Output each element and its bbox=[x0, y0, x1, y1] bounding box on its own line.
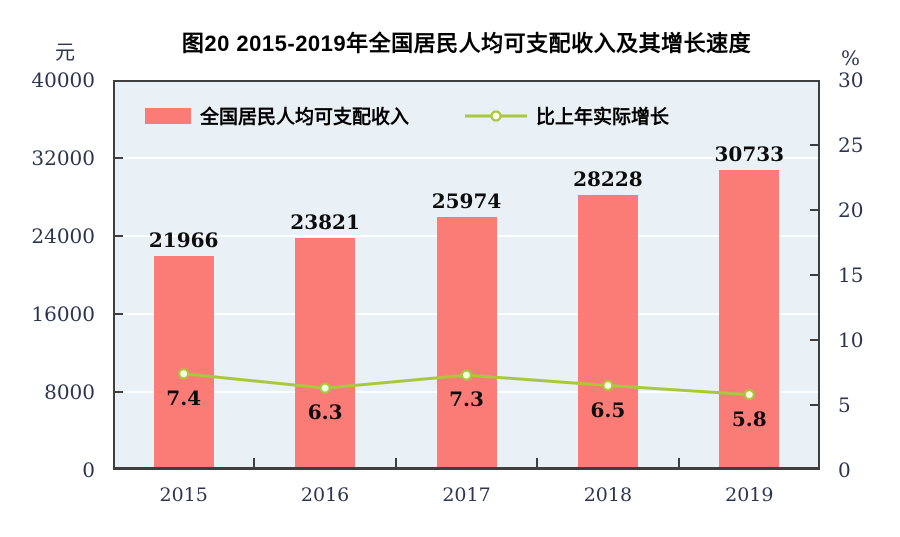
x-axis-tick-2 bbox=[394, 458, 397, 467]
bar-value-label-2017: 25974 bbox=[431, 188, 502, 213]
bar-swatch-icon bbox=[145, 107, 191, 124]
left-axis-tick-label-32000: 32000 bbox=[31, 146, 95, 170]
right-axis-tick-label-0: 0 bbox=[838, 458, 851, 482]
right-axis-tick-15 bbox=[810, 274, 818, 276]
bar-value-label-2019: 30733 bbox=[714, 142, 785, 167]
bar-2015 bbox=[153, 255, 214, 470]
right-axis-tick-5 bbox=[810, 404, 818, 406]
chart-title: 图20 2015-2019年全国居民人均可支配收入及其增长速度 bbox=[181, 31, 752, 56]
left-axis-tick-label-0: 0 bbox=[82, 458, 95, 482]
line-value-label-2019: 5.8 bbox=[731, 406, 767, 431]
bar-value-label-2015: 21966 bbox=[148, 227, 219, 252]
left-axis-tick-24000 bbox=[115, 235, 123, 237]
right-axis-tick-10 bbox=[810, 339, 818, 341]
left-axis-tick-16000 bbox=[115, 313, 123, 315]
right-axis-tick-label-20: 20 bbox=[838, 198, 864, 222]
x-axis-tick-4 bbox=[677, 458, 680, 467]
right-axis-tick-25 bbox=[810, 144, 818, 146]
right-axis-tick-label-10: 10 bbox=[838, 328, 864, 352]
x-axis-label-2017: 2017 bbox=[442, 484, 491, 506]
plot-area: 全国居民人均可支配收入 比上年实际增长 21966 7.4 23821 6.3 2597… bbox=[113, 80, 820, 470]
legend-label-growth: 比上年实际增长 bbox=[536, 107, 670, 128]
right-axis-tick-label-15: 15 bbox=[838, 263, 864, 287]
legend-label-income: 全国居民人均可支配收入 bbox=[200, 107, 410, 128]
left-axis-tick-32000 bbox=[115, 157, 123, 159]
left-axis-tick-label-16000: 16000 bbox=[31, 302, 95, 326]
growth-line bbox=[178, 368, 755, 401]
left-axis-unit: 元 bbox=[55, 42, 75, 64]
line-value-label-2018: 6.5 bbox=[590, 397, 626, 422]
left-axis-tick-label-40000: 40000 bbox=[31, 68, 95, 92]
line-marker-swatch-icon bbox=[465, 108, 528, 124]
line-value-label-2017: 7.3 bbox=[449, 387, 484, 412]
x-axis-tick-3 bbox=[536, 458, 539, 467]
bar-value-label-2018: 28228 bbox=[573, 166, 643, 191]
right-axis-tick-label-25: 25 bbox=[838, 133, 864, 157]
bar-2016 bbox=[295, 237, 356, 470]
bar-2017 bbox=[436, 216, 497, 470]
right-axis-tick-label-30: 30 bbox=[838, 68, 864, 92]
line-value-label-2016: 6.3 bbox=[307, 400, 343, 425]
legend-item-growth: 比上年实际增长 bbox=[465, 102, 669, 129]
x-axis-label-2016: 2016 bbox=[300, 484, 350, 506]
gridline-32000 bbox=[113, 157, 820, 159]
left-axis-tick-label-8000: 8000 bbox=[44, 380, 95, 404]
bar-2018 bbox=[577, 194, 638, 470]
right-axis-unit: % bbox=[841, 46, 861, 70]
x-axis-label-2015: 2015 bbox=[159, 484, 208, 506]
right-axis-tick-label-5: 5 bbox=[838, 393, 851, 417]
right-axis-tick-20 bbox=[810, 209, 818, 211]
line-value-label-2015: 7.4 bbox=[166, 385, 202, 410]
x-axis-label-2018: 2018 bbox=[583, 484, 633, 506]
left-axis-tick-label-24000: 24000 bbox=[31, 224, 95, 248]
legend: 全国居民人均可支配收入 比上年实际增长 bbox=[145, 102, 669, 129]
legend-item-income: 全国居民人均可支配收入 bbox=[145, 102, 409, 129]
left-axis-tick-8000 bbox=[115, 391, 123, 393]
bar-value-label-2016: 23821 bbox=[290, 209, 360, 234]
x-axis-label-2019: 2019 bbox=[725, 484, 774, 506]
x-axis-tick-1 bbox=[253, 458, 256, 467]
bar-2019 bbox=[719, 170, 780, 470]
